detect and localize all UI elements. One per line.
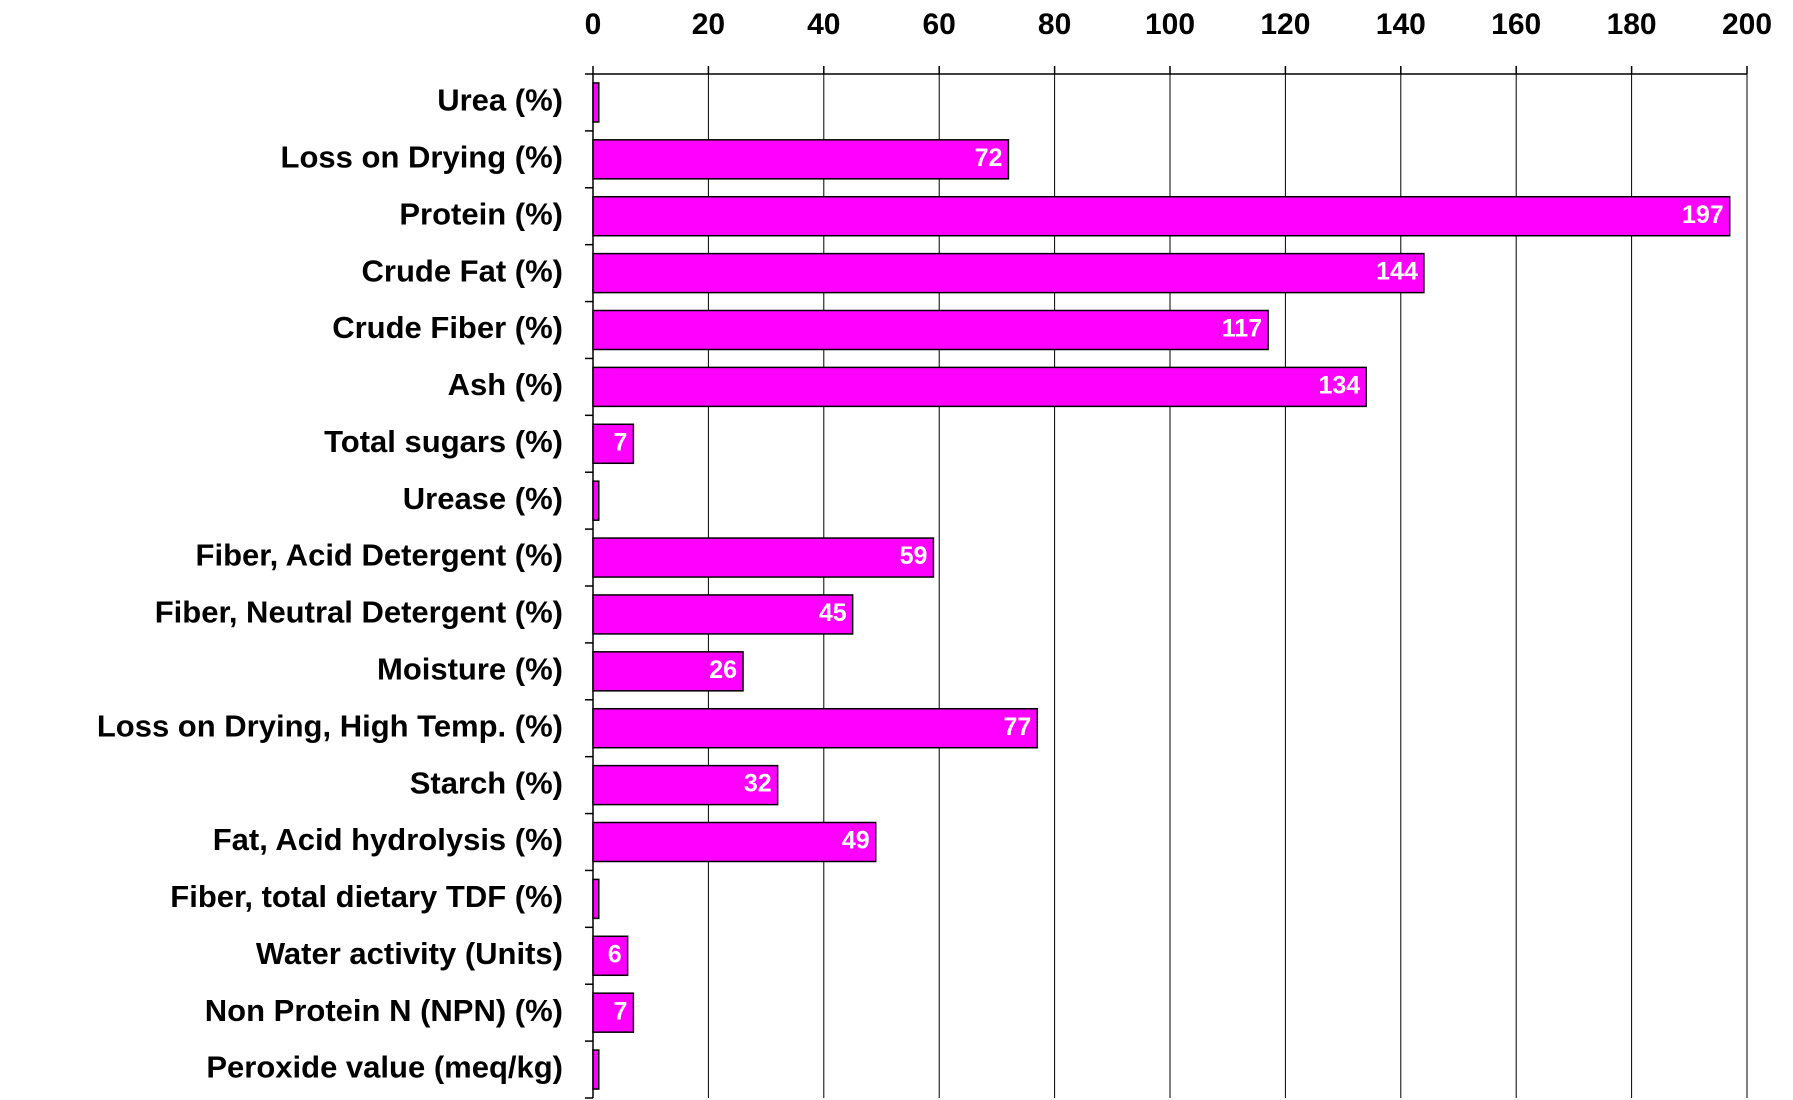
y-tick-label: Fat, Acid hydrolysis (%) bbox=[213, 822, 563, 857]
bar bbox=[592, 82, 600, 123]
y-tick-label: Urea (%) bbox=[437, 83, 563, 118]
y-tick-label: Crude Fiber (%) bbox=[332, 310, 563, 345]
y-tick-label: Peroxide value (meq/kg) bbox=[206, 1050, 563, 1085]
value-label: 45 bbox=[819, 599, 847, 627]
bar bbox=[592, 935, 629, 977]
bar bbox=[592, 480, 600, 521]
bar bbox=[592, 594, 854, 635]
bar bbox=[592, 764, 779, 806]
bar bbox=[592, 537, 935, 578]
value-label: 134 bbox=[1318, 371, 1360, 399]
value-label: 72 bbox=[975, 144, 1003, 172]
y-tick-label: Total sugars (%) bbox=[324, 424, 563, 459]
y-tick-label: Loss on Drying, High Temp. (%) bbox=[97, 708, 563, 743]
y-tick-label: Water activity (Units) bbox=[256, 936, 563, 971]
y-tick-label: Non Protein N (NPN) (%) bbox=[205, 993, 563, 1028]
bar bbox=[592, 707, 1039, 749]
x-tick-label: 120 bbox=[1260, 8, 1310, 41]
x-tick-label: 20 bbox=[692, 8, 725, 41]
bar bbox=[592, 366, 1367, 408]
value-label: 117 bbox=[1222, 315, 1262, 343]
bar bbox=[592, 139, 1010, 180]
x-tick-label: 60 bbox=[923, 8, 956, 41]
value-label: 77 bbox=[1003, 713, 1031, 741]
bar bbox=[592, 651, 744, 692]
y-tick-label: Protein (%) bbox=[399, 196, 563, 231]
y-tick-label: Urease (%) bbox=[403, 481, 563, 516]
x-tick-label: 40 bbox=[807, 8, 840, 41]
y-tick-label: Ash (%) bbox=[448, 367, 563, 402]
bar bbox=[592, 878, 600, 920]
value-label: 197 bbox=[1682, 201, 1724, 229]
bar bbox=[592, 309, 1269, 351]
y-tick-label: Fiber, total dietary TDF (%) bbox=[170, 879, 563, 914]
bar bbox=[592, 252, 1425, 294]
x-tick-label: 0 bbox=[585, 8, 602, 41]
bar bbox=[592, 423, 635, 465]
value-label: 6 bbox=[608, 940, 622, 968]
x-tick-label: 80 bbox=[1038, 8, 1071, 41]
value-label: 144 bbox=[1376, 258, 1418, 286]
value-label: 59 bbox=[900, 542, 928, 570]
value-label: 7 bbox=[613, 997, 627, 1025]
x-tick-label: 200 bbox=[1722, 8, 1772, 41]
x-tick-label: 180 bbox=[1607, 8, 1657, 41]
value-label: 32 bbox=[744, 770, 772, 798]
x-tick-label: 160 bbox=[1491, 8, 1541, 41]
y-tick-label: Fiber, Acid Detergent (%) bbox=[196, 538, 563, 573]
bar bbox=[592, 1049, 600, 1090]
value-label: 7 bbox=[613, 428, 627, 456]
bar bbox=[592, 195, 1731, 237]
bar bbox=[592, 821, 877, 863]
x-tick-label: 140 bbox=[1376, 8, 1426, 41]
y-tick-label: Crude Fat (%) bbox=[362, 253, 564, 288]
y-tick-label: Fiber, Neutral Detergent (%) bbox=[155, 595, 563, 630]
value-label: 49 bbox=[842, 827, 870, 855]
y-tick-label: Loss on Drying (%) bbox=[281, 140, 563, 175]
y-tick-label: Starch (%) bbox=[410, 765, 563, 800]
bar bbox=[592, 992, 635, 1033]
x-tick-label: 100 bbox=[1145, 8, 1195, 41]
value-label: 26 bbox=[709, 656, 737, 684]
y-tick-label: Moisture (%) bbox=[377, 652, 563, 687]
